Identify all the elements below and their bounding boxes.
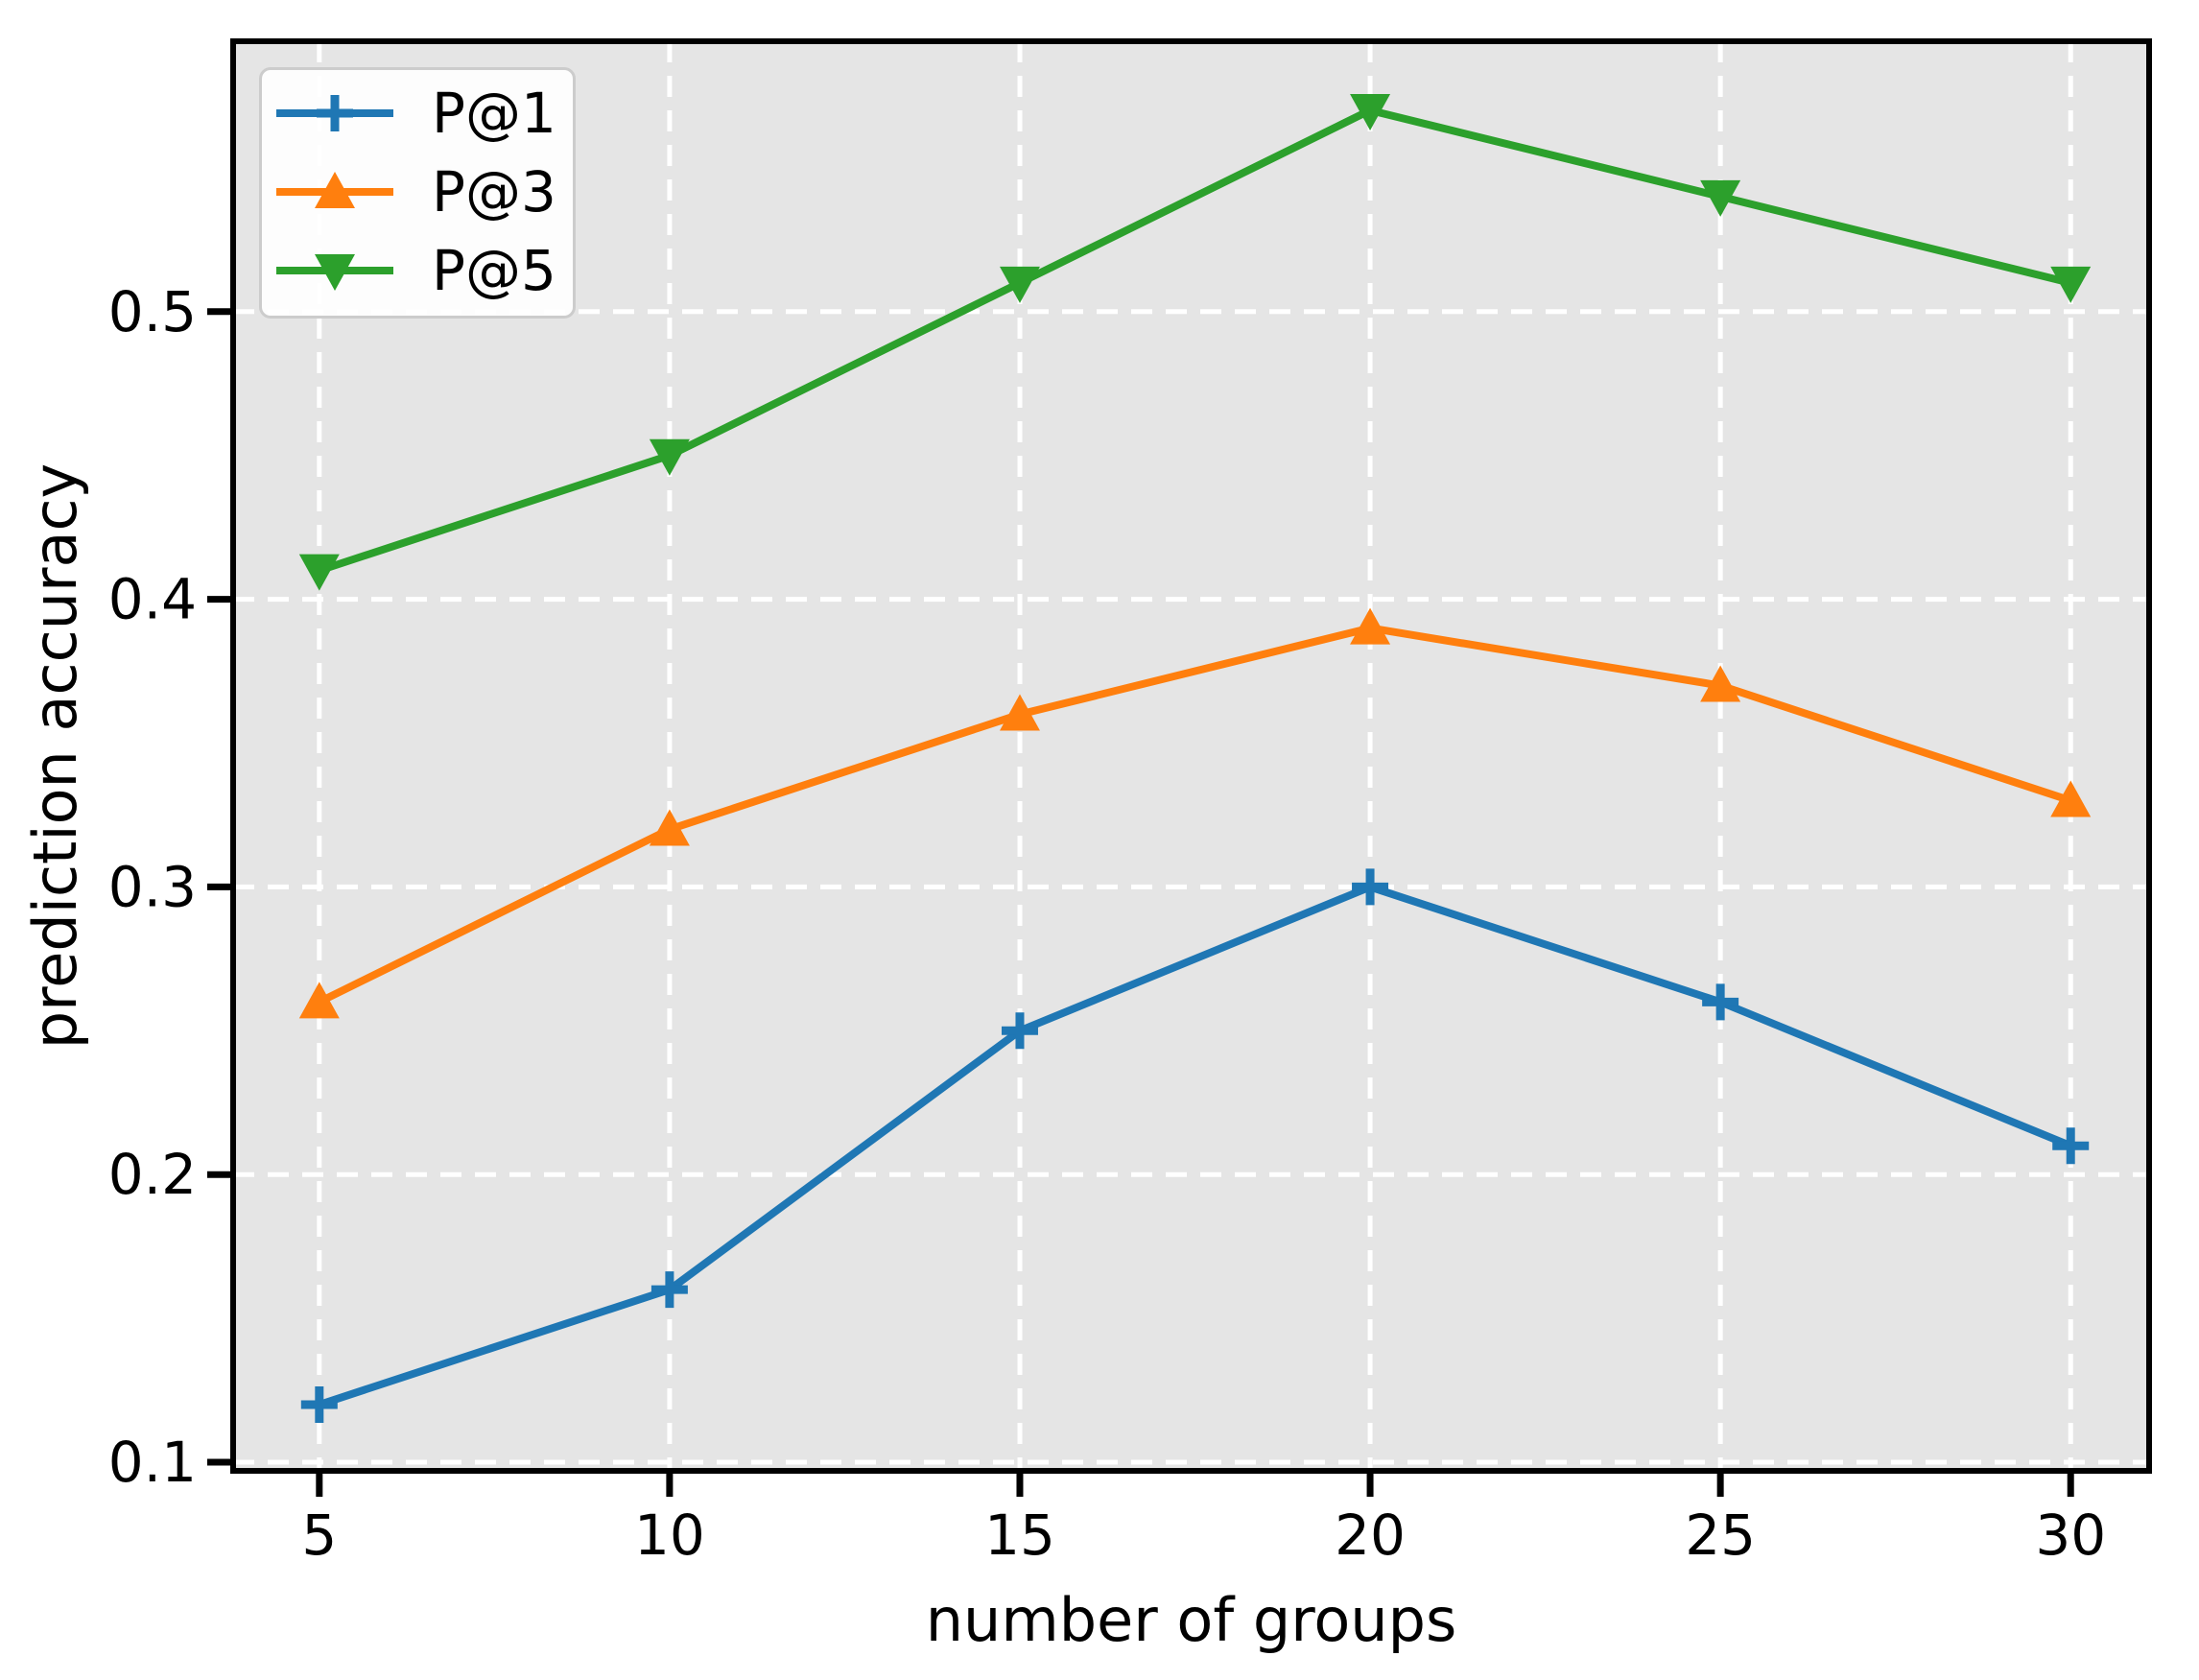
y-tick-label: 0.4: [108, 567, 197, 632]
y-tick-label: 0.3: [108, 854, 197, 919]
triangle-up-marker-icon: [315, 172, 355, 208]
x-tick-label: 25: [1685, 1503, 1756, 1568]
x-tick-label: 15: [984, 1503, 1055, 1568]
legend-label: P@5: [432, 238, 556, 303]
triangle-down-marker-icon: [1700, 179, 1741, 217]
triangle-down-marker-icon: [315, 254, 355, 291]
legend: P@1 P@3 P@5: [259, 67, 576, 319]
plus-marker-icon: [317, 95, 353, 131]
y-axis-title: prediction accuracy: [20, 462, 90, 1050]
y-tick-label: 0.1: [108, 1430, 197, 1495]
series-p-at-3: [298, 607, 2092, 1019]
x-axis-title: number of groups: [925, 1585, 1457, 1655]
legend-swatch-plus-icon: [276, 95, 393, 131]
tick-labels: 5 10 15 20 25 30 0.1 0.2 0.3 0.4 0.5: [108, 279, 2106, 1568]
plus-marker-icon: [1001, 1012, 1038, 1050]
series-p-at-1: [300, 868, 2090, 1424]
x-tick-label: 5: [301, 1503, 337, 1568]
plus-marker-icon: [1702, 983, 1739, 1021]
tick-marks: [207, 308, 2074, 1497]
series-p-at-5: [298, 93, 2092, 591]
triangle-down-marker-icon: [298, 554, 340, 591]
plus-marker-icon: [650, 1271, 688, 1309]
legend-item-p1: P@1: [276, 74, 573, 153]
triangle-up-marker-icon: [1350, 607, 1391, 645]
y-tick-label: 0.5: [108, 279, 197, 344]
series-line: [318, 106, 2072, 575]
triangle-down-marker-icon: [2050, 266, 2092, 303]
legend-label: P@1: [432, 81, 556, 146]
triangle-up-marker-icon: [999, 694, 1040, 731]
legend-label: P@3: [432, 159, 556, 225]
plus-marker-icon: [300, 1386, 338, 1424]
plus-marker-icon: [1352, 868, 1389, 906]
plus-marker-icon: [2052, 1127, 2090, 1165]
triangle-down-marker-icon: [649, 438, 690, 476]
series-line: [318, 883, 2072, 1408]
y-tick-label: 0.2: [108, 1142, 197, 1207]
legend-item-p3: P@3: [276, 153, 573, 231]
triangle-up-marker-icon: [649, 809, 690, 846]
series-line: [318, 624, 2072, 1006]
triangle-down-marker-icon: [999, 266, 1040, 303]
triangle-up-marker-icon: [298, 982, 340, 1019]
triangle-down-marker-icon: [1350, 93, 1391, 130]
legend-item-p5: P@5: [276, 231, 573, 310]
x-tick-label: 20: [1335, 1503, 1406, 1568]
axes-spines: [230, 38, 2152, 1474]
triangle-up-marker-icon: [1700, 665, 1741, 702]
x-tick-label: 30: [2035, 1503, 2106, 1568]
triangle-up-marker-icon: [2050, 780, 2092, 817]
legend-swatch-triangle-up-icon: [276, 172, 393, 208]
legend-swatch-triangle-down-icon: [276, 254, 393, 291]
x-tick-label: 10: [634, 1503, 705, 1568]
